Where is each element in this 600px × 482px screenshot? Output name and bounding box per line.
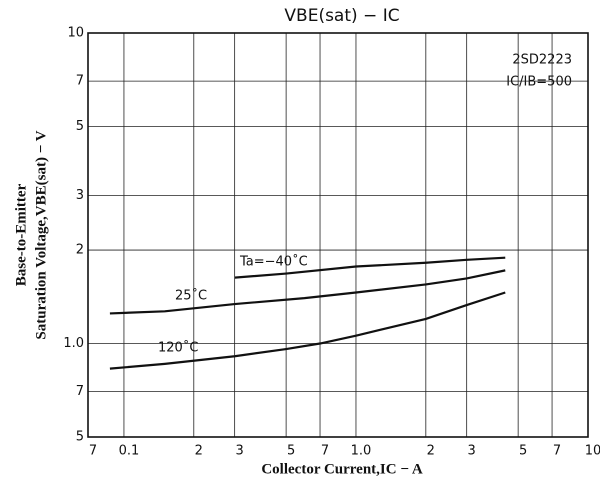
x-tick-label: 0.1 — [119, 444, 140, 459]
annotation: IC/IB=500 — [506, 75, 572, 90]
series-label: 25˚C — [175, 288, 207, 304]
x-tick-label: 2 — [427, 444, 435, 459]
y-tick-label: 5 — [76, 430, 84, 445]
x-tick-label: 5 — [519, 444, 527, 459]
y-axis-label: Base-to-Emitter — [13, 183, 29, 286]
y-tick-label: 10 — [67, 26, 84, 41]
annotation: 2SD2223 — [512, 53, 572, 68]
y-tick-label: 5 — [76, 119, 84, 134]
line — [234, 256, 506, 279]
x-tick-label: 2 — [195, 444, 203, 459]
x-tick-label: 5 — [287, 444, 295, 459]
x-tick-label: 3 — [468, 444, 476, 459]
line — [109, 269, 506, 315]
x-tick-label: 1.0 — [351, 444, 372, 459]
x-tick-label: 3 — [236, 444, 244, 459]
line — [109, 291, 506, 370]
y-tick-label: 3 — [76, 188, 84, 203]
series-label: Ta=−40˚C — [239, 254, 308, 270]
x-tick-label: 7 — [89, 444, 97, 459]
y-tick-label: 2 — [76, 243, 84, 258]
y-tick-label: 1.0 — [63, 336, 84, 351]
x-tick-label: 7 — [321, 444, 329, 459]
x-tick-label: 10 — [585, 444, 600, 459]
chart-title: VBE(sat) − IC — [284, 6, 399, 26]
plot-frame — [87, 32, 589, 438]
x-axis-label: Collector Current,IC − A — [261, 461, 422, 477]
y-tick-label: 7 — [76, 74, 84, 89]
y-tick-label: 7 — [76, 384, 84, 399]
y-axis-label: Saturation Voltage,VBE(sat) − V — [33, 130, 49, 339]
x-tick-label: 7 — [553, 444, 561, 459]
series-label: 120˚C — [158, 340, 198, 356]
